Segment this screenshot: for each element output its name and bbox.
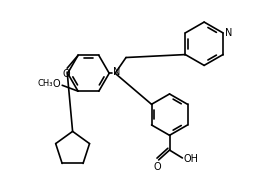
Text: O: O [62,69,70,79]
Text: N: N [225,28,232,38]
Text: O: O [154,162,162,172]
Text: CH₃: CH₃ [38,79,53,88]
Text: N: N [113,67,121,77]
Text: O: O [53,79,60,89]
Text: OH: OH [183,154,198,164]
